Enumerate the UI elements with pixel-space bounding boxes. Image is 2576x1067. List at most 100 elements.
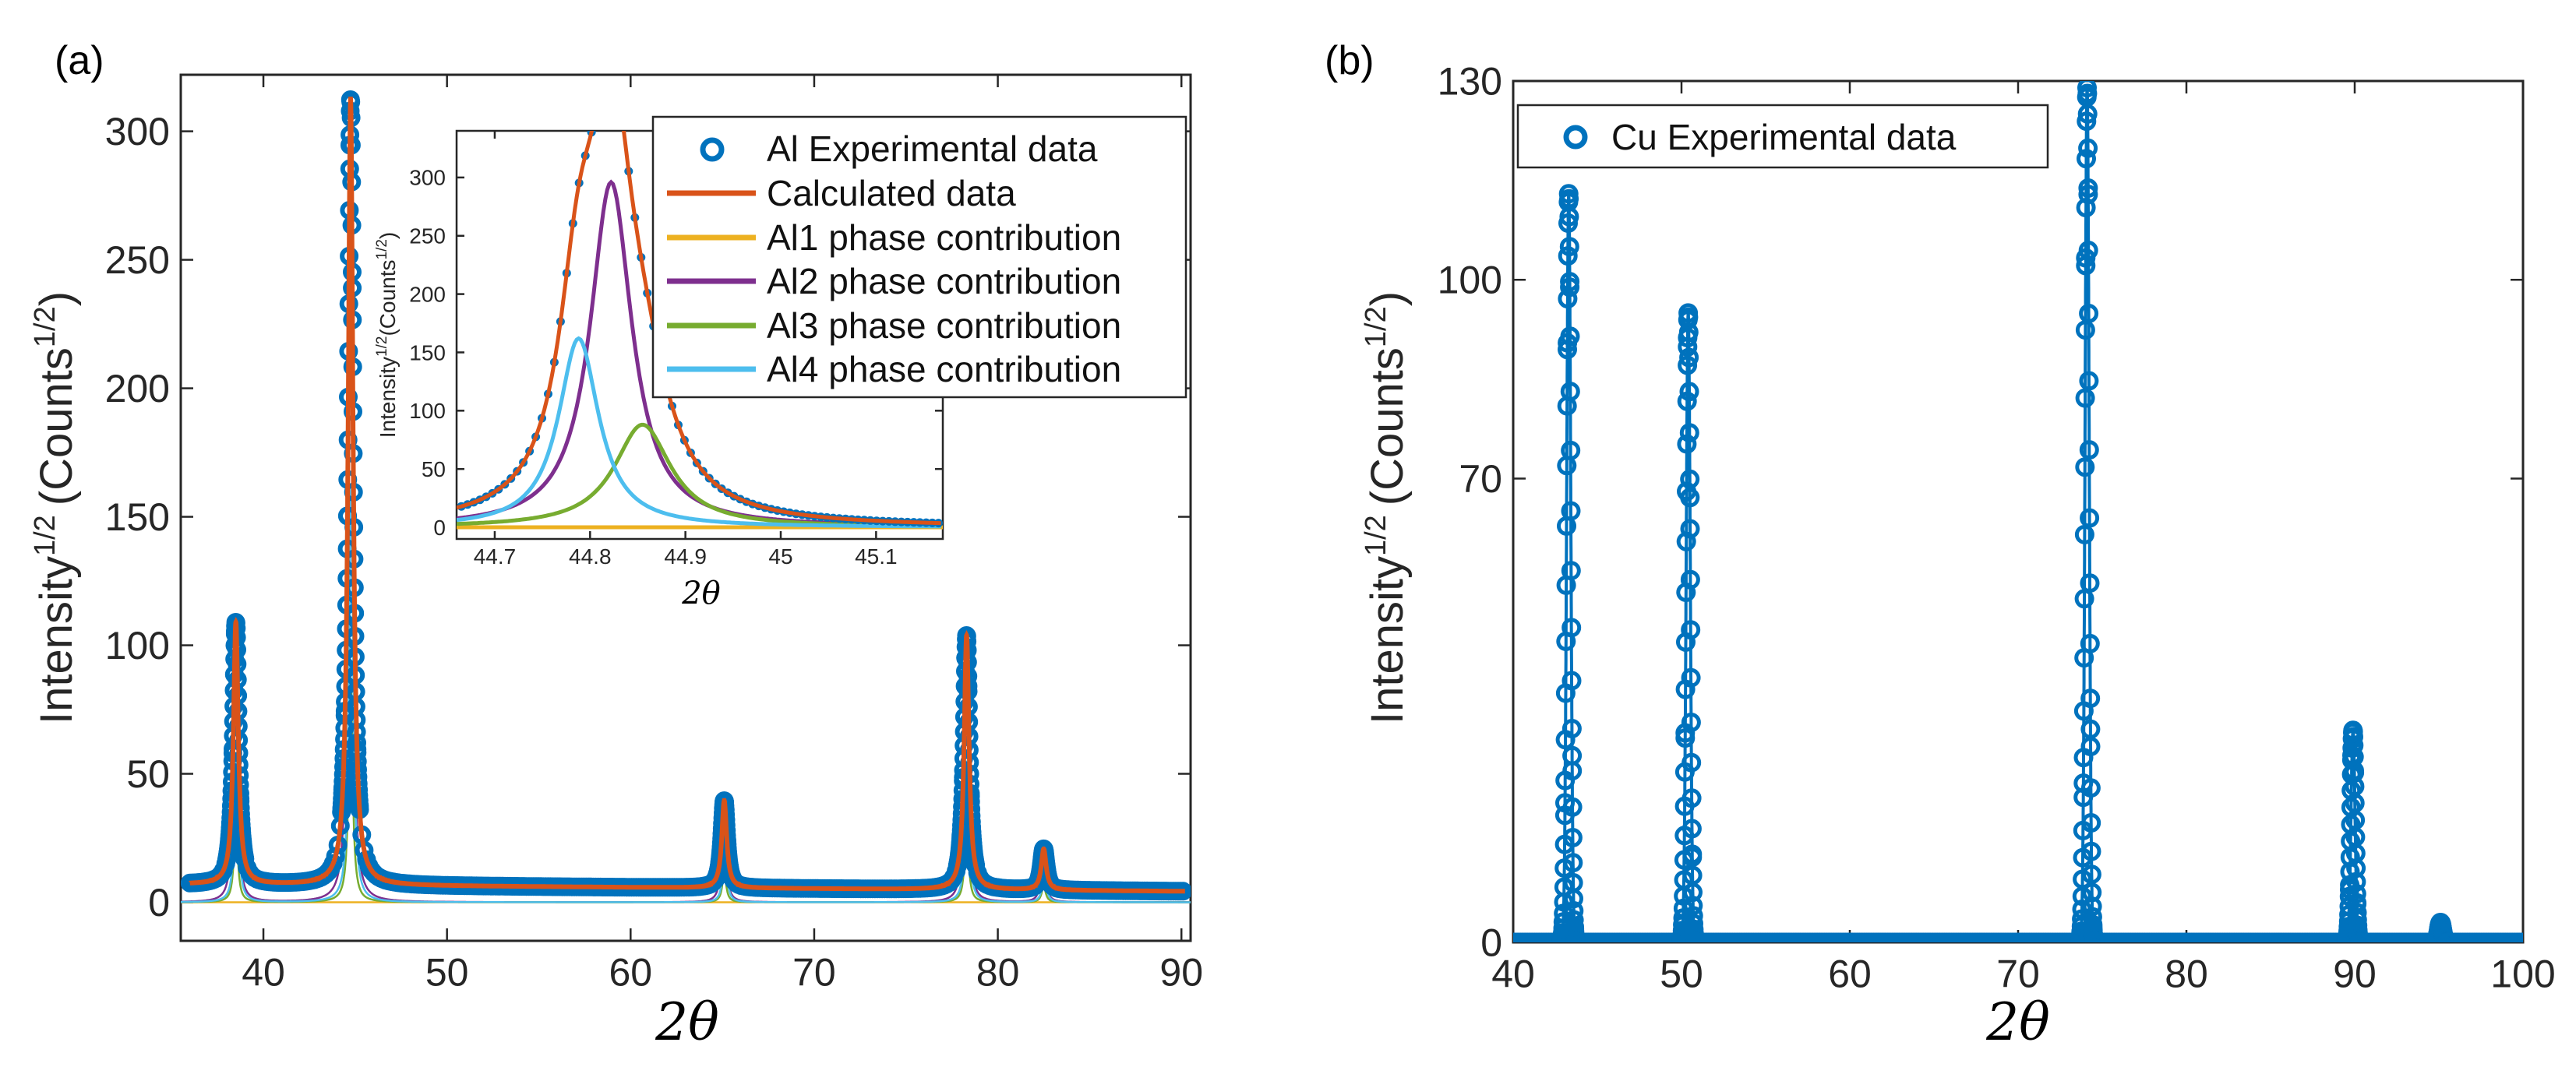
legend-label-al2: Al2 phase contribution <box>767 261 1121 301</box>
cu-experimental-point <box>1562 797 1583 817</box>
cu-experimental-point <box>1679 347 1699 368</box>
cu-experimental-point <box>1679 382 1699 402</box>
x-tick-label: 45.1 <box>855 544 898 569</box>
cu-experimental-point <box>1682 844 1703 865</box>
cu-experimental-point <box>2344 727 2363 747</box>
x-tick-label: 50 <box>425 951 469 995</box>
y-tick-label: 250 <box>105 238 170 282</box>
phase-contribution-line <box>181 484 1191 903</box>
cu-experimental-point <box>2078 138 2098 158</box>
cu-experimental-point <box>2080 508 2100 528</box>
cu-experimental-point <box>2081 841 2101 861</box>
legend-box <box>1516 104 2049 169</box>
x-tick-label: 70 <box>792 951 836 995</box>
y-tick-label: 300 <box>409 166 446 190</box>
cu-experimental-point <box>2077 104 2098 124</box>
cu-experimental-point <box>2082 896 2102 917</box>
cu-experimental-point <box>1561 501 1581 521</box>
panel-a-x-ticks: 40 50 60 70 80 90 <box>242 75 1203 995</box>
series-cu-experimental <box>1513 81 2523 942</box>
x-tick-label: 90 <box>2333 953 2377 996</box>
inset-experimental-point <box>606 53 615 62</box>
y-tick-label: 200 <box>409 282 446 306</box>
cu-experimental-point <box>2080 778 2101 798</box>
cu-experimental-point <box>2344 735 2364 755</box>
legend-label-calculated: Calculated data <box>767 173 1016 213</box>
panel-a-y-axis-label: Intensity1/2(Counts1/2) <box>29 291 82 724</box>
cu-experimental-point <box>2078 178 2098 198</box>
legend-box <box>651 115 1187 399</box>
panel-a-label: (a) <box>55 38 104 83</box>
cu-experimental-point <box>1678 322 1699 343</box>
cu-experimental-point <box>1683 882 1703 903</box>
inset-y-axis-label: Intensity1/2(Counts1/2) <box>374 232 400 438</box>
y-tick-label: 130 <box>1438 60 1502 104</box>
panel-a-y-ticks: 0 50 100 150 200 250 300 <box>105 110 1191 924</box>
inset-curves <box>457 53 943 530</box>
cu-experimental-point <box>1566 931 1586 942</box>
cu-experimental-point <box>2081 813 2101 833</box>
y-tick-label: 250 <box>409 224 446 248</box>
cu-experimental-point <box>1561 671 1582 691</box>
cu-experimental-point <box>1561 561 1581 581</box>
cu-experimental-point <box>1559 188 1579 209</box>
x-tick-label: 60 <box>1828 953 1872 996</box>
cu-experimental-point <box>2080 633 2100 653</box>
x-tick-label: 80 <box>2165 953 2208 996</box>
cu-experimental-point <box>1561 440 1581 460</box>
cu-experimental-point <box>2438 932 2458 942</box>
panel-a: (a) 0 50 100 150 200 250 300 40 50 60 70 80 90 2θ I… <box>29 38 1203 1052</box>
panel-b-x-axis-label: 2θ <box>1985 992 2050 1052</box>
x-tick-label: 100 <box>2490 953 2555 996</box>
y-tick-label: 100 <box>409 399 446 423</box>
cu-experimental-point <box>1680 469 1700 489</box>
x-tick-label: 70 <box>1996 953 2040 996</box>
cu-experimental-point <box>2080 573 2100 593</box>
legend-marker-cu-experimental <box>1563 125 1588 150</box>
legend-label-cu-experimental: Cu Experimental data <box>1611 117 1957 157</box>
al-experimental-point <box>1043 876 1062 896</box>
cu-experimental-point <box>1561 618 1582 638</box>
cu-experimental-point <box>1685 931 1706 942</box>
panel-a-legend: Al Experimental data Calculated data Al1… <box>651 115 1187 399</box>
cu-experimental-point <box>1564 889 1583 909</box>
cu-experimental-point <box>1677 391 1697 411</box>
series-calculated-line <box>189 97 1185 894</box>
cu-experimental-point <box>2080 737 2101 756</box>
inset-y-ticks: 0 50 100 150 200 250 300 <box>409 166 943 540</box>
inset-calculated-line <box>457 131 941 526</box>
cu-experimental-point <box>1559 206 1579 227</box>
y-tick-label: 0 <box>433 516 446 540</box>
panel-a-curves <box>181 90 1191 903</box>
cu-experimental-point <box>2079 304 2099 323</box>
cu-experimental-point <box>2511 932 2523 942</box>
cu-experimental-point <box>1681 752 1702 773</box>
y-tick-label: 150 <box>409 340 446 364</box>
y-tick-label: 0 <box>148 881 170 924</box>
cu-experimental-point <box>2346 884 2366 904</box>
panel-b-plot-area <box>1512 79 2525 944</box>
cu-experimental-point <box>2077 83 2098 104</box>
y-tick-label: 300 <box>105 110 170 153</box>
x-tick-label: 80 <box>976 951 1020 995</box>
x-tick-label: 50 <box>1660 953 1703 996</box>
cu-experimental-point <box>1678 355 1698 375</box>
cu-experimental-point <box>1560 326 1580 347</box>
cu-experimental-point <box>1560 277 1580 298</box>
x-tick-label: 44.7 <box>474 544 517 569</box>
legend-label-al1: Al1 phase contribution <box>767 217 1121 258</box>
cu-experimental-point <box>2077 111 2097 132</box>
y-tick-label: 150 <box>105 495 170 539</box>
x-tick-label: 90 <box>1159 951 1203 995</box>
inset-x-ticks: 44.7 44.8 44.9 45 45.1 <box>474 131 898 569</box>
panel-b-label: (b) <box>1325 38 1374 83</box>
cu-experimental-point <box>2346 872 2366 892</box>
inset-x-axis-label: 2θ <box>681 576 721 611</box>
panel-b: (b) 0 70 100 130 40 50 60 70 80 90 100 2θ Intensi… <box>1325 38 2556 1052</box>
legend-label-al3: Al3 phase contribution <box>767 305 1121 346</box>
cu-experimental-point <box>2081 865 2101 885</box>
cu-experimental-point <box>1683 896 1703 916</box>
al-experimental-point <box>724 870 743 889</box>
cu-experimental-point <box>1562 828 1583 847</box>
